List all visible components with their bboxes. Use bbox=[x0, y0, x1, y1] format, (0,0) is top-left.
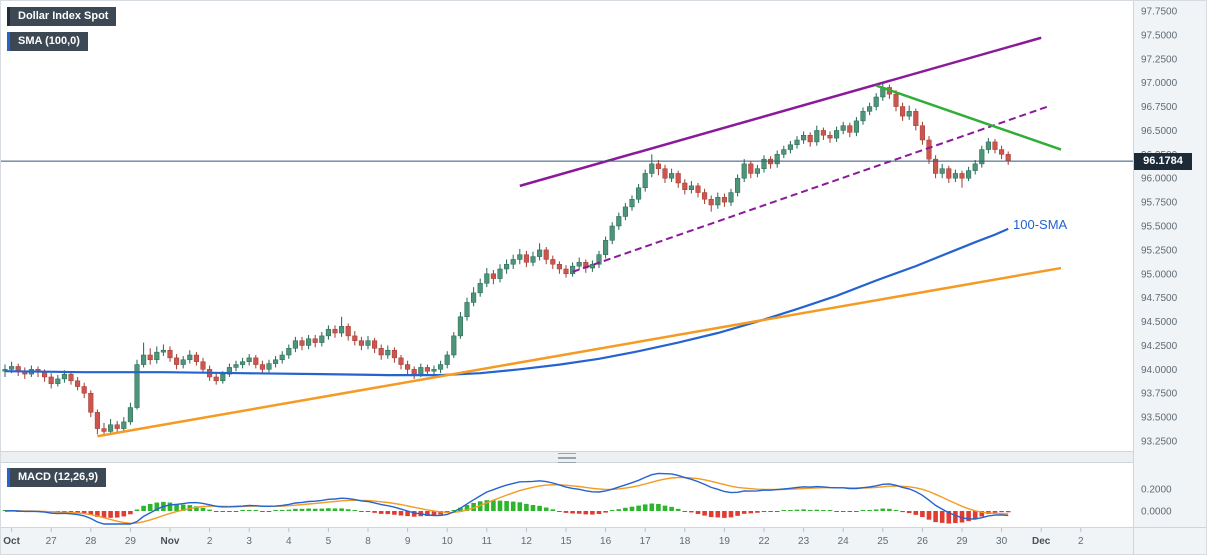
symbol-badge: Dollar Index Spot bbox=[7, 7, 117, 26]
svg-text:2: 2 bbox=[1078, 536, 1084, 547]
svg-text:94.2500: 94.2500 bbox=[1141, 341, 1178, 352]
svg-text:Dec: Dec bbox=[1032, 536, 1051, 547]
current-price-badge: 96.1784 bbox=[1134, 153, 1192, 170]
svg-text:94.0000: 94.0000 bbox=[1141, 365, 1178, 376]
svg-text:95.2500: 95.2500 bbox=[1141, 245, 1178, 256]
svg-text:94.7500: 94.7500 bbox=[1141, 293, 1178, 304]
svg-text:29: 29 bbox=[956, 536, 968, 547]
main-panel bbox=[1, 1, 1133, 451]
svg-text:18: 18 bbox=[679, 536, 691, 547]
svg-text:23: 23 bbox=[798, 536, 810, 547]
macd-layer bbox=[2, 472, 1011, 525]
svg-text:28: 28 bbox=[85, 536, 97, 547]
svg-text:4: 4 bbox=[286, 536, 292, 547]
svg-text:19: 19 bbox=[719, 536, 731, 547]
svg-text:97.7500: 97.7500 bbox=[1141, 7, 1178, 18]
svg-text:8: 8 bbox=[365, 536, 371, 547]
svg-text:26: 26 bbox=[917, 536, 929, 547]
svg-text:93.5000: 93.5000 bbox=[1141, 413, 1178, 424]
macd-axis-labels: 0.2000 0.0000 bbox=[1141, 485, 1172, 518]
trendline-channel-lower-purple-dashed bbox=[572, 105, 1049, 273]
date-axis-labels: Oct 27 28 29 Nov 2 3 4 5 8 9 10 11 12 15 16 17 18 19 22 23 24… bbox=[3, 528, 1084, 547]
macd-indicator-badge[interactable]: MACD (12,26,9) bbox=[7, 468, 107, 487]
svg-text:22: 22 bbox=[758, 536, 770, 547]
svg-text:94.5000: 94.5000 bbox=[1141, 317, 1178, 328]
svg-text:25: 25 bbox=[877, 536, 889, 547]
macd-line bbox=[4, 472, 1009, 525]
svg-text:11: 11 bbox=[482, 536, 493, 547]
svg-text:97.0000: 97.0000 bbox=[1141, 78, 1178, 89]
svg-text:3: 3 bbox=[246, 536, 252, 547]
svg-text:5: 5 bbox=[326, 536, 332, 547]
svg-text:95.7500: 95.7500 bbox=[1141, 198, 1178, 209]
svg-text:Oct: Oct bbox=[3, 536, 20, 547]
svg-text:96.0000: 96.0000 bbox=[1141, 174, 1178, 185]
svg-text:Nov: Nov bbox=[161, 536, 180, 547]
trendline-resistance-green bbox=[875, 84, 1062, 151]
panel-resize-handle[interactable] bbox=[558, 453, 576, 463]
sma-100-line bbox=[4, 227, 1009, 377]
svg-text:97.2500: 97.2500 bbox=[1141, 54, 1178, 65]
svg-text:16: 16 bbox=[600, 536, 612, 547]
svg-text:17: 17 bbox=[640, 536, 652, 547]
svg-text:15: 15 bbox=[560, 536, 572, 547]
sma-indicator-badge[interactable]: SMA (100,0) bbox=[7, 32, 88, 51]
svg-text:97.5000: 97.5000 bbox=[1141, 30, 1178, 41]
svg-text:0.0000: 0.0000 bbox=[1141, 507, 1172, 518]
svg-text:2: 2 bbox=[207, 536, 213, 547]
svg-text:29: 29 bbox=[125, 536, 137, 547]
svg-text:0.2000: 0.2000 bbox=[1141, 485, 1172, 496]
svg-text:95.5000: 95.5000 bbox=[1141, 222, 1178, 233]
svg-text:96.5000: 96.5000 bbox=[1141, 126, 1178, 137]
svg-text:30: 30 bbox=[996, 536, 1008, 547]
svg-text:27: 27 bbox=[46, 536, 58, 547]
price-axis-labels: 97.7500 97.5000 97.2500 97.0000 96.7500 96.50… bbox=[1141, 7, 1178, 448]
trendline-support-orange bbox=[97, 266, 1062, 438]
sma-line-label: 100-SMA bbox=[1013, 217, 1068, 232]
svg-text:24: 24 bbox=[838, 536, 850, 547]
svg-text:10: 10 bbox=[442, 536, 454, 547]
svg-text:93.2500: 93.2500 bbox=[1141, 437, 1178, 448]
svg-text:93.7500: 93.7500 bbox=[1141, 389, 1178, 400]
svg-text:12: 12 bbox=[521, 536, 533, 547]
candles-layer bbox=[2, 82, 1011, 437]
svg-text:96.7500: 96.7500 bbox=[1141, 102, 1178, 113]
svg-text:95.0000: 95.0000 bbox=[1141, 269, 1178, 280]
svg-text:9: 9 bbox=[405, 536, 411, 547]
